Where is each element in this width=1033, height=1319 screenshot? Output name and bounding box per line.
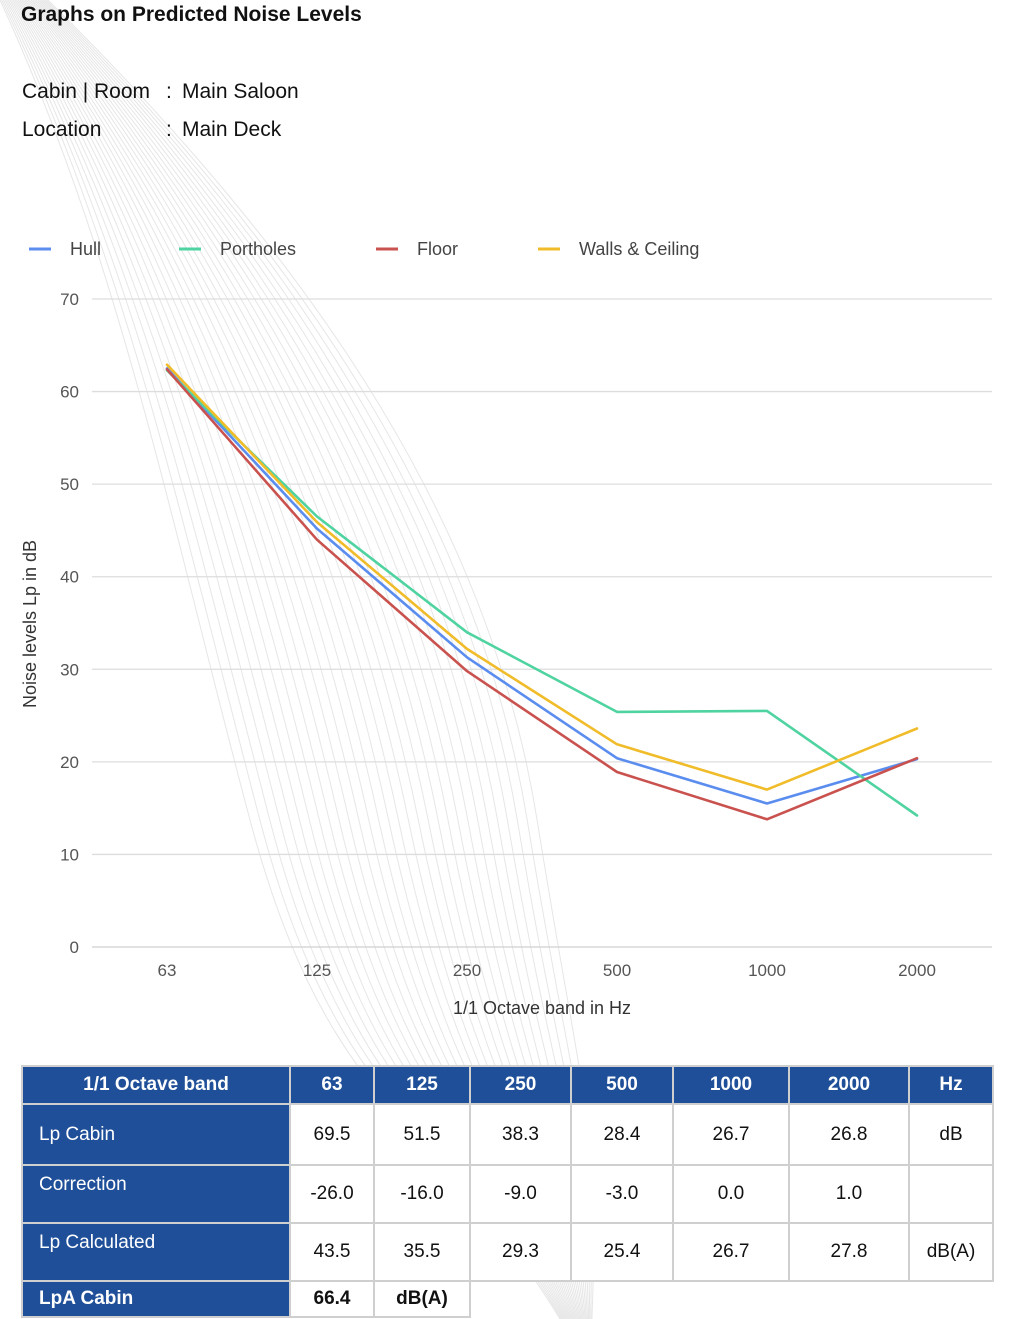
lpa-cabin-label: LpA Cabin — [21, 1280, 291, 1318]
row-label: Lp Calculated — [21, 1222, 291, 1282]
x-tick-label: 2000 — [898, 961, 936, 980]
y-tick-label: 0 — [70, 938, 79, 957]
table-header: 500 — [570, 1065, 674, 1105]
row-label: Correction — [21, 1164, 291, 1224]
series-line-walls-ceiling — [165, 363, 919, 791]
unit-cell: dB(A) — [908, 1222, 994, 1282]
table-header: 1000 — [672, 1065, 790, 1105]
x-tick-label: 1000 — [748, 961, 786, 980]
table-cell: 26.7 — [672, 1103, 790, 1166]
series-line-hull — [165, 367, 919, 805]
x-axis-label: 1/1 Octave band in Hz — [453, 998, 631, 1018]
table-cell: 25.4 — [570, 1222, 674, 1282]
summary-row: LpA Cabin 66.4 dB(A) — [21, 1280, 993, 1318]
separator: : — [166, 118, 172, 141]
table-header: 63 — [289, 1065, 375, 1105]
y-tick-label: 30 — [60, 660, 79, 679]
table-cell: -16.0 — [373, 1164, 471, 1224]
legend-label: Floor — [417, 239, 458, 259]
table-cell: 29.3 — [469, 1222, 572, 1282]
legend-label: Portholes — [220, 239, 296, 259]
unit-cell — [908, 1164, 994, 1224]
y-tick-label: 40 — [60, 568, 79, 587]
table-cell: 0.0 — [672, 1164, 790, 1224]
legend-label: Hull — [70, 239, 101, 259]
table-header: Hz — [908, 1065, 994, 1105]
table-cell: -9.0 — [469, 1164, 572, 1224]
x-tick-label: 63 — [158, 961, 177, 980]
y-tick-label: 50 — [60, 475, 79, 494]
table-row: Correction -26.0 -16.0 -9.0 -3.0 0.0 1.0 — [21, 1164, 994, 1224]
page-title: Graphs on Predicted Noise Levels — [21, 3, 362, 26]
series-line-floor — [165, 368, 919, 821]
cabin-room-value: Main Saloon — [182, 80, 299, 103]
table-cell: 28.4 — [570, 1103, 674, 1166]
table-cell: 27.8 — [788, 1222, 910, 1282]
cabin-room-row: Cabin | Room : Main Saloon — [22, 80, 299, 104]
table-cell: 1.0 — [788, 1164, 910, 1224]
location-label: Location — [22, 118, 102, 141]
table-cell: 43.5 — [289, 1222, 375, 1282]
table-header: 125 — [373, 1065, 471, 1105]
x-tick-label: 125 — [303, 961, 331, 980]
table-header-row: 1/1 Octave band 63 125 250 500 1000 2000… — [21, 1065, 994, 1105]
table-header: 1/1 Octave band — [21, 1065, 291, 1105]
noise-level-chart: Hull Portholes Floor Walls & Ceiling 0 10 20 3… — [20, 239, 992, 1018]
chart-grid — [92, 298, 992, 948]
chart-legend: Hull Portholes Floor Walls & Ceiling — [29, 239, 699, 259]
cabin-room-label: Cabin | Room — [22, 80, 151, 103]
y-tick-label: 10 — [60, 845, 79, 864]
row-label: Lp Cabin — [21, 1103, 291, 1166]
lpa-cabin-value: 66.4 — [289, 1280, 375, 1318]
chart-series — [165, 363, 919, 821]
table-header: 2000 — [788, 1065, 910, 1105]
table-cell: 69.5 — [289, 1103, 375, 1166]
unit-cell: dB — [908, 1103, 994, 1166]
noise-table: 1/1 Octave band 63 125 250 500 1000 2000… — [21, 1065, 994, 1318]
lpa-cabin-unit: dB(A) — [373, 1280, 471, 1318]
table-cell: 51.5 — [373, 1103, 471, 1166]
table-cell: 35.5 — [373, 1222, 471, 1282]
x-tick-label: 500 — [603, 961, 631, 980]
table-cell: -3.0 — [570, 1164, 674, 1224]
y-tick-label: 60 — [60, 383, 79, 402]
location-value: Main Deck — [182, 118, 282, 141]
table-cell: 26.7 — [672, 1222, 790, 1282]
table-cell: -26.0 — [289, 1164, 375, 1224]
y-axis-ticks: 0 10 20 30 40 50 60 70 — [60, 290, 79, 957]
x-tick-label: 250 — [453, 961, 481, 980]
separator: : — [166, 80, 172, 103]
table-cell: 38.3 — [469, 1103, 572, 1166]
location-row: Location : Main Deck — [22, 118, 281, 142]
y-tick-label: 70 — [60, 290, 79, 309]
legend-label: Walls & Ceiling — [579, 239, 699, 259]
empty-cell — [470, 1281, 993, 1317]
table-header: 250 — [469, 1065, 572, 1105]
y-axis-label: Noise levels Lp in dB — [20, 540, 40, 708]
series-line-portholes — [165, 369, 919, 817]
x-axis-ticks: 63 125 250 500 1000 2000 — [158, 961, 936, 980]
y-tick-label: 20 — [60, 753, 79, 772]
table-row: Lp Cabin 69.5 51.5 38.3 28.4 26.7 26.8 d… — [21, 1103, 994, 1166]
table-row: Lp Calculated 43.5 35.5 29.3 25.4 26.7 2… — [21, 1222, 994, 1282]
table-cell: 26.8 — [788, 1103, 910, 1166]
